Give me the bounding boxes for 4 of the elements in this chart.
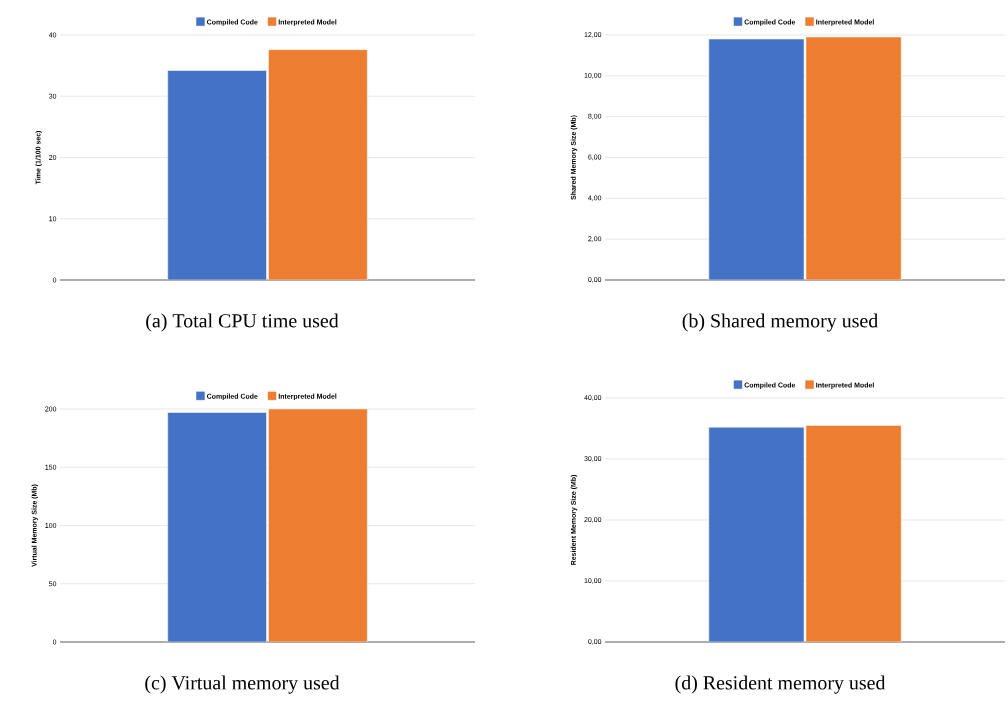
text: (b) Shared memory used — [682, 313, 878, 332]
text: (a) Total CPU time used — [146, 313, 339, 332]
text: (d) Resident memory used — [675, 675, 886, 694]
text: (c) Virtual memory used — [145, 675, 340, 694]
